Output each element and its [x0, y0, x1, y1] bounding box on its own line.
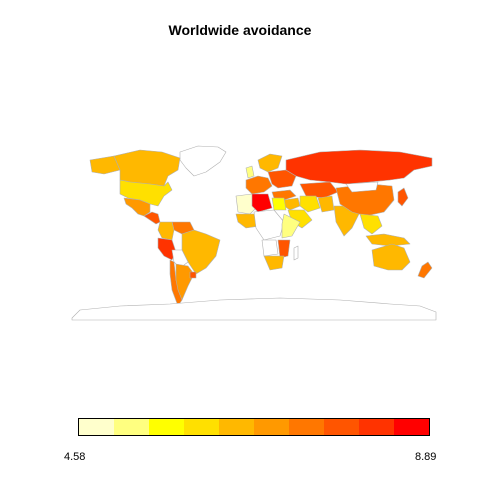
region-uruguay — [189, 271, 197, 279]
region-greenland — [179, 145, 227, 177]
region-australia — [371, 243, 411, 271]
legend-swatch-2 — [114, 419, 149, 435]
map-title: Worldwide avoidance — [168, 22, 312, 38]
region-se-asia — [359, 213, 383, 235]
region-libya — [251, 193, 273, 213]
legend-max-label: 8.89 — [415, 451, 437, 463]
legend-swatch-6 — [254, 419, 289, 435]
legend-swatch-8 — [324, 419, 359, 435]
region-japan — [397, 187, 409, 207]
region-iran — [299, 195, 321, 213]
region-east-africa — [281, 213, 301, 239]
region-argentina — [175, 263, 195, 301]
region-egypt — [271, 197, 287, 211]
region-usa — [119, 179, 173, 207]
region-russia — [285, 149, 433, 185]
region-turkey — [271, 189, 297, 201]
region-middle-east — [283, 197, 301, 211]
region-kazakhstan — [299, 181, 339, 199]
region-alaska — [89, 155, 121, 175]
region-mongolia — [345, 181, 379, 193]
region-scandinavia — [257, 153, 283, 173]
legend-swatch-9 — [359, 419, 394, 435]
region-canada — [113, 149, 181, 187]
region-indonesia — [365, 233, 411, 247]
legend-swatch-10 — [394, 419, 429, 435]
region-colombia — [157, 221, 175, 241]
legend-swatch-4 — [184, 419, 219, 435]
region-antarctica — [71, 297, 437, 321]
region-western-europe — [245, 175, 273, 195]
region-south-africa — [263, 255, 285, 271]
region-pakistan — [317, 195, 335, 213]
region-bolivia — [171, 249, 189, 269]
legend-swatch-1 — [79, 419, 114, 435]
region-west-africa — [235, 213, 261, 229]
region-new-zealand — [417, 261, 433, 279]
legend-swatch-3 — [149, 419, 184, 435]
region-uk — [245, 165, 255, 179]
region-madagascar — [293, 245, 299, 261]
region-mozambique — [277, 239, 291, 259]
color-legend-bar — [78, 418, 430, 436]
legend-swatch-5 — [219, 419, 254, 435]
region-central-africa — [253, 209, 285, 241]
region-peru — [157, 237, 177, 261]
legend-min-label: 4.58 — [64, 451, 86, 463]
legend-swatch-7 — [289, 419, 324, 435]
region-angola — [261, 239, 279, 257]
